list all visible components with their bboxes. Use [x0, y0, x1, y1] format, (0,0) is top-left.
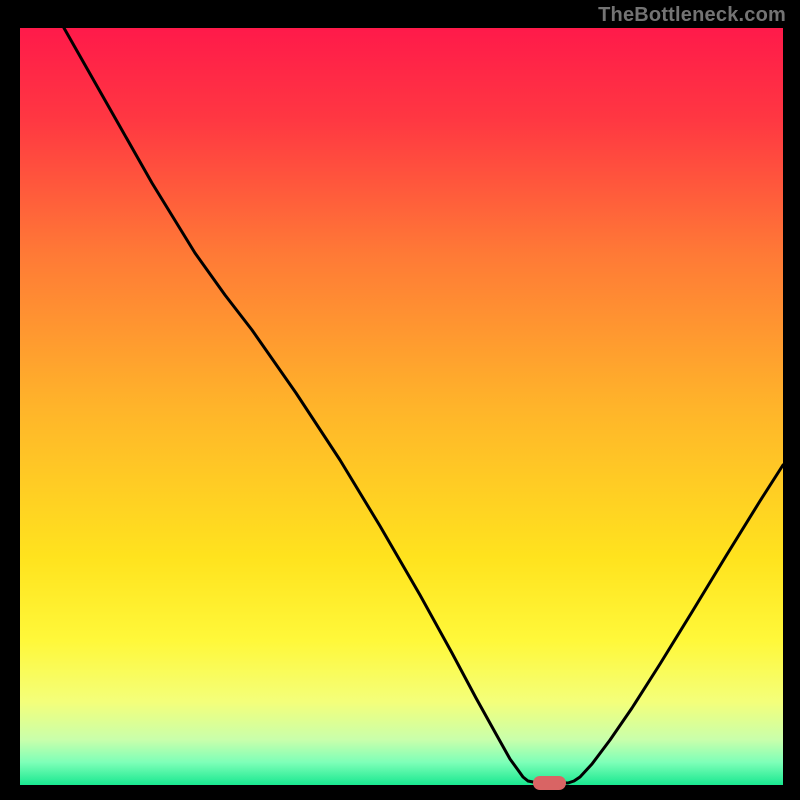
- chart-frame: TheBottleneck.com: [0, 0, 800, 800]
- optimum-marker: [533, 776, 566, 790]
- curve-path: [64, 28, 783, 783]
- bottleneck-curve: [20, 28, 783, 785]
- watermark-text: TheBottleneck.com: [598, 4, 786, 27]
